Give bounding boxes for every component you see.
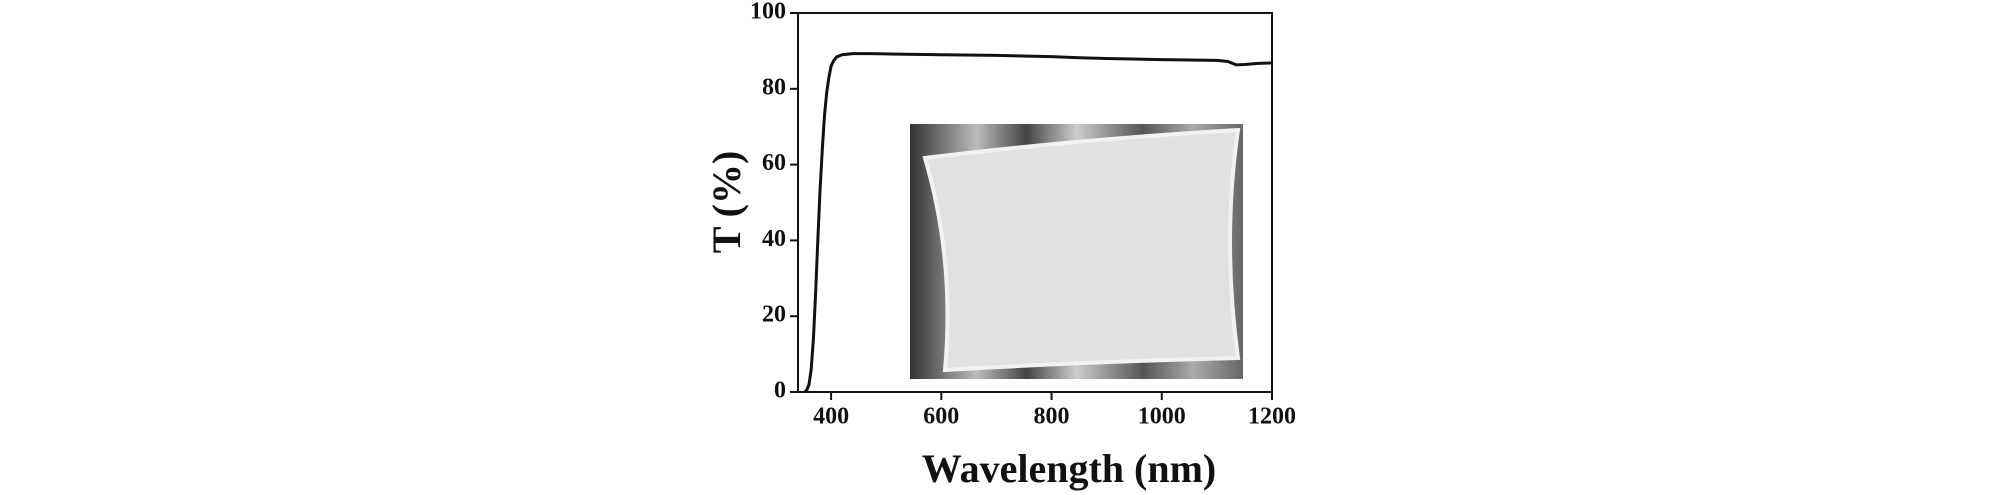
x-tick-label: 1200 (1248, 404, 1296, 430)
x-axis-label: Wavelength (nm) (922, 446, 1216, 491)
x-tick-label: 1000 (1138, 404, 1186, 430)
y-tick-label: 80 (762, 74, 786, 100)
plot-frame (797, 12, 1273, 393)
y-tick-label: 40 (762, 226, 786, 252)
y-axis-label: T (%) (704, 151, 749, 254)
y-tick-label: 20 (762, 302, 786, 328)
y-tick-label: 100 (750, 0, 786, 25)
y-tick-label: 0 (774, 378, 786, 404)
x-tick-label: 400 (813, 404, 849, 430)
x-tick-label: 800 (1034, 404, 1070, 430)
data-line (803, 52, 1273, 394)
y-tick-label: 60 (762, 150, 786, 176)
inset-photo (910, 124, 1243, 379)
x-tick-label: 600 (923, 404, 959, 430)
